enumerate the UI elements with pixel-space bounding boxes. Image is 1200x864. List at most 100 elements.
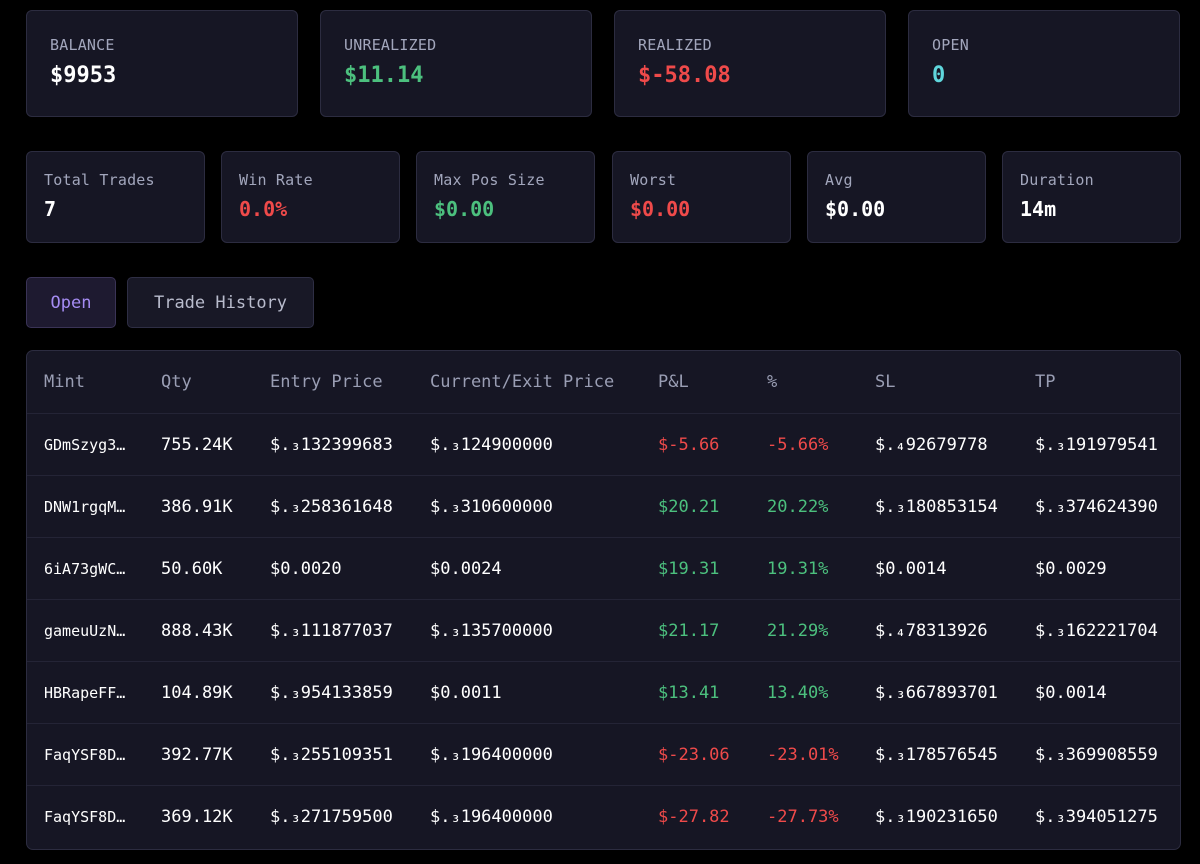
cell-sl: $.₄92679778 xyxy=(875,434,988,455)
realized-value: $-58.08 xyxy=(638,63,731,88)
cell-mint: HBRapeFF… xyxy=(44,683,126,702)
cell-entry-price: $.₃132399683 xyxy=(270,434,393,455)
tab-trade-history[interactable]: Trade History xyxy=(127,277,314,328)
cell-pnl: $20.21 xyxy=(658,496,720,517)
unrealized-value: $11.14 xyxy=(344,63,424,88)
max-pos-size-card: Max Pos Size $0.00 xyxy=(416,151,595,243)
table-row[interactable]: FaqYSF8D… 369.12K $.₃271759500 $.₃196400… xyxy=(27,785,1180,847)
cell-entry-price: $.₃255109351 xyxy=(270,744,393,765)
cell-mint: FaqYSF8D… xyxy=(44,745,126,764)
cell-current-price: $.₃196400000 xyxy=(430,744,553,765)
max-pos-size-label: Max Pos Size xyxy=(434,171,545,189)
realized-card: REALIZED $-58.08 xyxy=(614,10,886,117)
total-trades-value: 7 xyxy=(44,197,57,221)
cell-current-price: $.₃310600000 xyxy=(430,496,553,517)
duration-value: 14m xyxy=(1020,197,1057,221)
cell-qty: 392.77K xyxy=(161,744,233,765)
cell-pnl: $-23.06 xyxy=(658,744,730,765)
cell-tp: $.₃374624390 xyxy=(1035,496,1158,517)
worst-card: Worst $0.00 xyxy=(612,151,791,243)
cell-pnl: $19.31 xyxy=(658,558,720,579)
cell-percent: 21.29% xyxy=(767,620,829,641)
tab-open[interactable]: Open xyxy=(26,277,116,328)
cell-percent: 13.40% xyxy=(767,682,829,703)
unrealized-card: UNREALIZED $11.14 xyxy=(320,10,592,117)
cell-qty: 755.24K xyxy=(161,434,233,455)
cell-pnl: $-5.66 xyxy=(658,434,720,455)
cell-percent: -5.66% xyxy=(767,434,829,455)
open-label: OPEN xyxy=(932,36,969,54)
avg-card: Avg $0.00 xyxy=(807,151,986,243)
table-row[interactable]: gameuUzN… 888.43K $.₃111877037 $.₃135700… xyxy=(27,599,1180,661)
column-header-sl[interactable]: SL xyxy=(875,372,896,392)
cell-percent: 19.31% xyxy=(767,558,829,579)
cell-current-price: $.₃135700000 xyxy=(430,620,553,641)
cell-percent: -27.73% xyxy=(767,806,839,827)
cell-tp: $0.0029 xyxy=(1035,558,1107,579)
cell-tp: $.₃162221704 xyxy=(1035,620,1158,641)
table-row[interactable]: 6iA73gWC… 50.60K $0.0020 $0.0024 $19.31 … xyxy=(27,537,1180,599)
cell-mint: 6iA73gWC… xyxy=(44,559,126,578)
cell-sl: $.₃178576545 xyxy=(875,744,998,765)
cell-mint: GDmSzyg3… xyxy=(44,435,126,454)
column-header-percent[interactable]: % xyxy=(767,372,778,392)
balance-card: BALANCE $9953 xyxy=(26,10,298,117)
cell-current-price: $0.0011 xyxy=(430,682,502,703)
column-header-current-exit-price[interactable]: Current/Exit Price xyxy=(430,372,615,392)
cell-pnl: $13.41 xyxy=(658,682,720,703)
positions-table: Mint Qty Entry Price Current/Exit Price … xyxy=(26,350,1181,850)
cell-mint: FaqYSF8D… xyxy=(44,807,126,826)
cell-sl: $.₄78313926 xyxy=(875,620,988,641)
balance-label: BALANCE xyxy=(50,36,115,54)
column-header-tp[interactable]: TP xyxy=(1035,372,1056,392)
balance-value: $9953 xyxy=(50,63,117,88)
total-trades-label: Total Trades xyxy=(44,171,155,189)
column-header-mint[interactable]: Mint xyxy=(44,372,85,392)
realized-label: REALIZED xyxy=(638,36,712,54)
cell-entry-price: $0.0020 xyxy=(270,558,342,579)
cell-qty: 104.89K xyxy=(161,682,233,703)
open-value: 0 xyxy=(932,63,946,88)
cell-tp: $.₃394051275 xyxy=(1035,806,1158,827)
cell-percent: -23.01% xyxy=(767,744,839,765)
open-card: OPEN 0 xyxy=(908,10,1180,117)
column-header-entry-price[interactable]: Entry Price xyxy=(270,372,383,392)
max-pos-size-value: $0.00 xyxy=(434,197,495,221)
cell-tp: $.₃191979541 xyxy=(1035,434,1158,455)
avg-value: $0.00 xyxy=(825,197,886,221)
table-row[interactable]: HBRapeFF… 104.89K $.₃954133859 $0.0011 $… xyxy=(27,661,1180,723)
table-row[interactable]: GDmSzyg3… 755.24K $.₃132399683 $.₃124900… xyxy=(27,413,1180,475)
cell-entry-price: $.₃271759500 xyxy=(270,806,393,827)
cell-entry-price: $.₃111877037 xyxy=(270,620,393,641)
worst-label: Worst xyxy=(630,171,677,189)
column-header-qty[interactable]: Qty xyxy=(161,372,192,392)
duration-card: Duration 14m xyxy=(1002,151,1181,243)
cell-sl: $.₃190231650 xyxy=(875,806,998,827)
column-header-pnl[interactable]: P&L xyxy=(658,372,689,392)
cell-current-price: $.₃124900000 xyxy=(430,434,553,455)
cell-sl: $.₃180853154 xyxy=(875,496,998,517)
cell-entry-price: $.₃258361648 xyxy=(270,496,393,517)
cell-tp: $.₃369908559 xyxy=(1035,744,1158,765)
avg-label: Avg xyxy=(825,171,853,189)
win-rate-value: 0.0% xyxy=(239,197,288,221)
cell-tp: $0.0014 xyxy=(1035,682,1107,703)
cell-pnl: $-27.82 xyxy=(658,806,730,827)
cell-percent: 20.22% xyxy=(767,496,829,517)
cell-current-price: $0.0024 xyxy=(430,558,502,579)
duration-label: Duration xyxy=(1020,171,1094,189)
win-rate-card: Win Rate 0.0% xyxy=(221,151,400,243)
table-row[interactable]: DNW1rgqM… 386.91K $.₃258361648 $.₃310600… xyxy=(27,475,1180,537)
cell-mint: DNW1rgqM… xyxy=(44,497,126,516)
worst-value: $0.00 xyxy=(630,197,691,221)
cell-sl: $.₃667893701 xyxy=(875,682,998,703)
table-header-row: Mint Qty Entry Price Current/Exit Price … xyxy=(27,351,1180,413)
cell-qty: 369.12K xyxy=(161,806,233,827)
cell-qty: 888.43K xyxy=(161,620,233,641)
cell-qty: 386.91K xyxy=(161,496,233,517)
cell-entry-price: $.₃954133859 xyxy=(270,682,393,703)
cell-pnl: $21.17 xyxy=(658,620,720,641)
total-trades-card: Total Trades 7 xyxy=(26,151,205,243)
table-row[interactable]: FaqYSF8D… 392.77K $.₃255109351 $.₃196400… xyxy=(27,723,1180,785)
cell-mint: gameuUzN… xyxy=(44,621,126,640)
